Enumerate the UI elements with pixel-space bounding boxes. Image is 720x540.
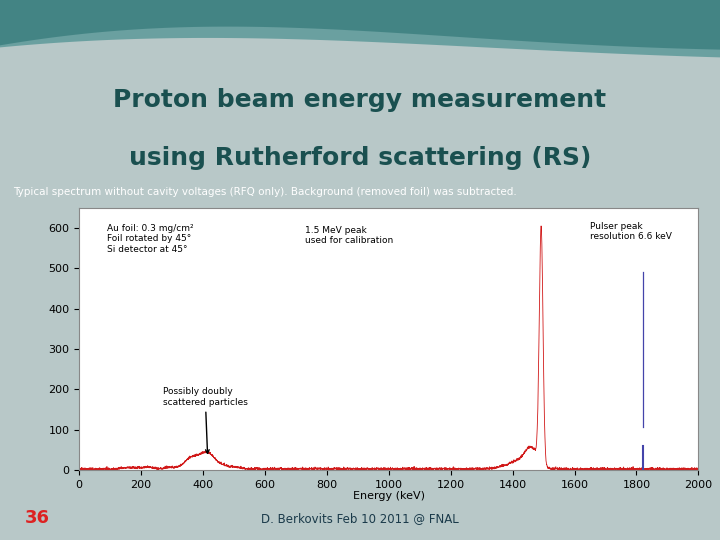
Text: D. Berkovits Feb 10 2011 @ FNAL: D. Berkovits Feb 10 2011 @ FNAL <box>261 512 459 525</box>
Text: Possibly doubly
scattered particles: Possibly doubly scattered particles <box>163 387 248 454</box>
Polygon shape <box>0 0 720 50</box>
Text: 36: 36 <box>25 509 50 528</box>
Text: Au foil: 0.3 mg/cm²
Foil rotated by 45°
Si detector at 45°: Au foil: 0.3 mg/cm² Foil rotated by 45° … <box>107 224 194 254</box>
Text: Pulser peak
resolution 6.6 keV: Pulser peak resolution 6.6 keV <box>590 222 672 241</box>
Text: Proton beam energy measurement: Proton beam energy measurement <box>114 87 606 112</box>
Text: using Rutherford scattering (RS): using Rutherford scattering (RS) <box>129 146 591 170</box>
X-axis label: Energy (keV): Energy (keV) <box>353 491 425 501</box>
Text: Typical spectrum without cavity voltages (RFQ only). Background (removed foil) w: Typical spectrum without cavity voltages… <box>13 187 516 197</box>
Polygon shape <box>0 0 720 57</box>
Text: 1.5 MeV peak
used for calibration: 1.5 MeV peak used for calibration <box>305 226 393 246</box>
